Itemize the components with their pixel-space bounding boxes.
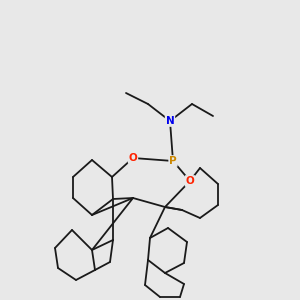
Text: N: N bbox=[166, 116, 174, 126]
Text: O: O bbox=[186, 176, 194, 186]
Text: P: P bbox=[169, 156, 177, 166]
Text: O: O bbox=[129, 153, 137, 163]
